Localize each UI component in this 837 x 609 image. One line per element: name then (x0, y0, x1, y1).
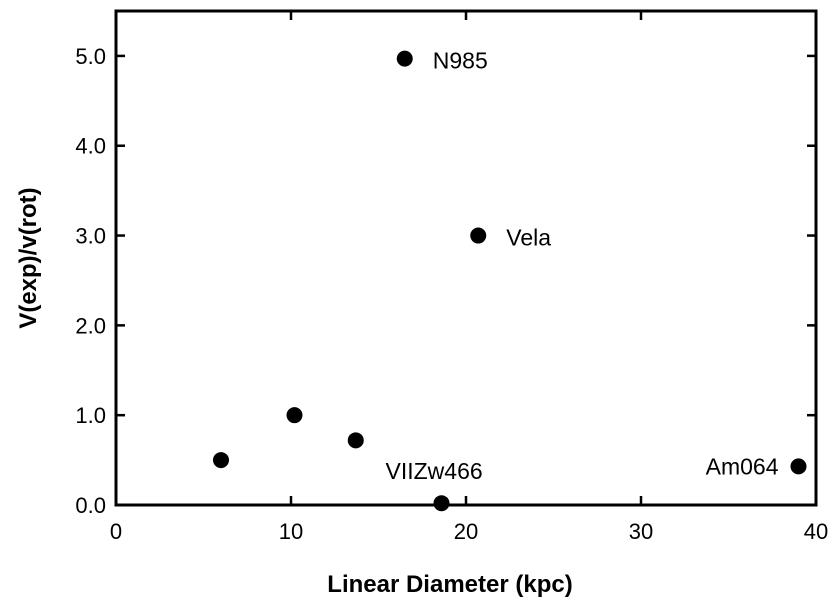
data-point (213, 452, 229, 469)
plot-frame (114, 9, 818, 507)
point-label: VIIZw466 (386, 458, 483, 484)
x-tick-label: 20 (454, 519, 478, 544)
tick-labels: 0 10 20 30 40 0.0 1.0 2.0 3.0 4.0 5.0 (75, 44, 828, 544)
data-points (213, 50, 807, 512)
data-point (347, 432, 364, 449)
point-label: Vela (506, 225, 551, 251)
y-tick-label: 3.0 (75, 224, 106, 249)
point-label: N985 (433, 48, 488, 74)
point-labels: N985 VIIZw466 Vela Am064 (386, 48, 779, 485)
data-point (396, 50, 413, 67)
y-tick-label: 1.0 (75, 403, 106, 428)
x-tick-label: 10 (279, 519, 303, 544)
y-tick-label: 4.0 (75, 134, 106, 159)
data-point (433, 495, 450, 512)
y-tick-label: 0.0 (75, 493, 106, 518)
data-point (790, 458, 807, 475)
x-tick-label: 30 (629, 519, 653, 544)
y-tick-label: 5.0 (75, 44, 106, 69)
y-axis-title: V(exp)/v(rot) (15, 187, 42, 328)
x-axis-title: Linear Diameter (kpc) (327, 571, 572, 598)
axis-ticks (114, 11, 818, 507)
x-tick-label: 40 (804, 519, 828, 544)
point-label: Am064 (706, 453, 779, 479)
data-point (286, 407, 303, 424)
data-point (470, 227, 487, 244)
y-tick-label: 2.0 (75, 313, 106, 338)
x-tick-label: 0 (110, 519, 122, 544)
